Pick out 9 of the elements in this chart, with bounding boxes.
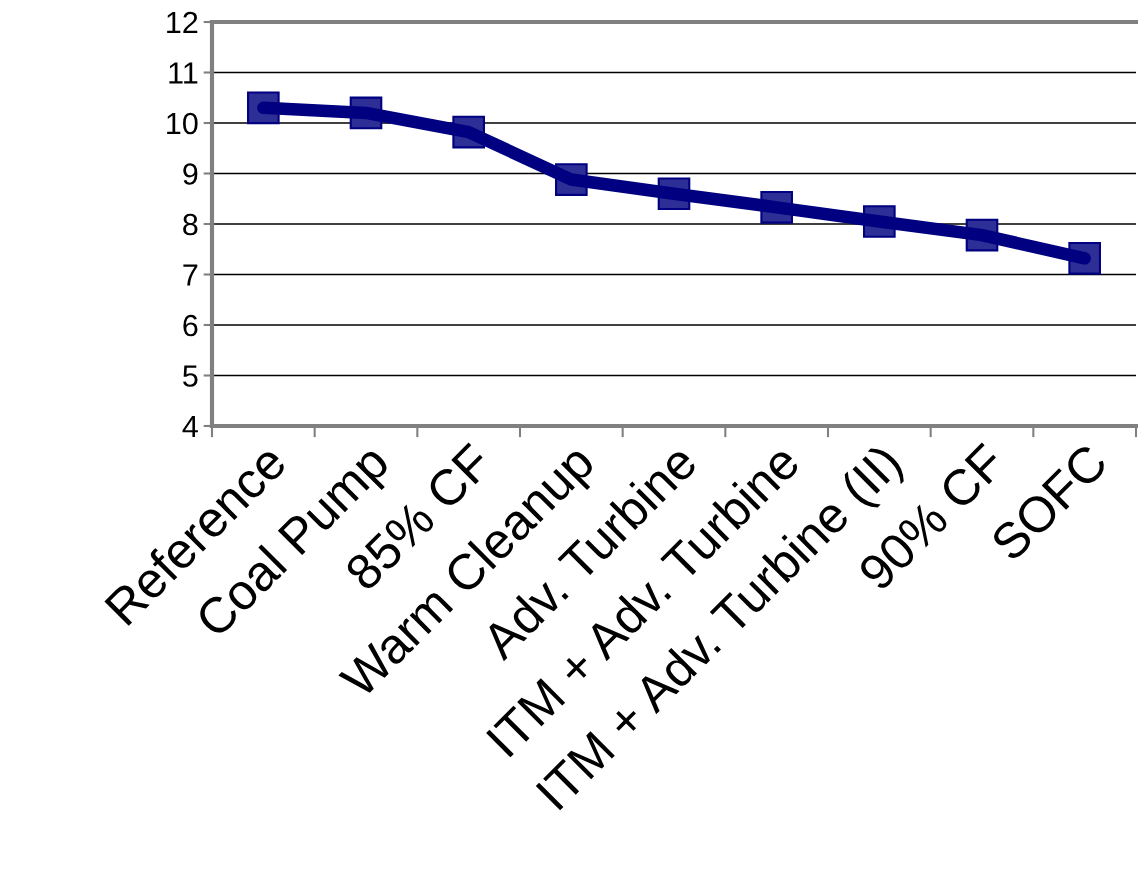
y-tick-label: 8 bbox=[183, 213, 198, 236]
y-tick-label: 4 bbox=[182, 416, 198, 438]
y-tick-label: 11 bbox=[169, 62, 198, 84]
y-tick-label: 5 bbox=[183, 365, 198, 387]
y-tick-label: 6 bbox=[183, 314, 198, 337]
y-tick-label: 12 bbox=[167, 11, 198, 34]
y-tick-label: 9 bbox=[183, 163, 198, 185]
y-tick-label: 10 bbox=[167, 112, 198, 135]
y-tick-label: 7 bbox=[183, 264, 198, 286]
